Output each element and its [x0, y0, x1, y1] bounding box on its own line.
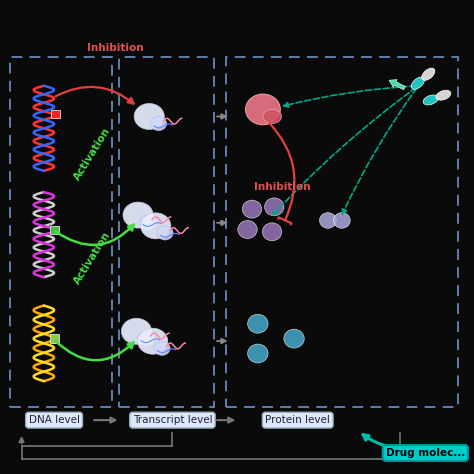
- Text: Transcript level: Transcript level: [133, 415, 212, 425]
- Ellipse shape: [262, 223, 282, 241]
- Ellipse shape: [238, 220, 257, 238]
- Ellipse shape: [137, 331, 154, 346]
- Ellipse shape: [154, 341, 170, 356]
- Ellipse shape: [319, 213, 337, 228]
- Ellipse shape: [411, 77, 424, 89]
- Text: DNA level: DNA level: [28, 415, 80, 425]
- Ellipse shape: [264, 198, 284, 216]
- Ellipse shape: [150, 117, 167, 131]
- Text: Inhibition: Inhibition: [254, 182, 310, 192]
- Ellipse shape: [263, 109, 282, 124]
- Bar: [50, 226, 59, 234]
- Text: Activation: Activation: [73, 230, 113, 286]
- Ellipse shape: [436, 90, 451, 100]
- Ellipse shape: [139, 215, 155, 229]
- Ellipse shape: [284, 329, 304, 348]
- Ellipse shape: [247, 344, 268, 363]
- Ellipse shape: [333, 213, 350, 228]
- Ellipse shape: [157, 226, 173, 240]
- Ellipse shape: [422, 68, 435, 81]
- Bar: [50, 334, 59, 343]
- Ellipse shape: [242, 200, 262, 218]
- Ellipse shape: [137, 328, 168, 354]
- Text: Protein level: Protein level: [265, 415, 330, 425]
- Bar: [51, 110, 60, 118]
- Ellipse shape: [134, 103, 164, 129]
- Text: Inhibition: Inhibition: [87, 43, 143, 53]
- Ellipse shape: [423, 95, 438, 105]
- Ellipse shape: [141, 213, 171, 239]
- Ellipse shape: [123, 202, 153, 228]
- Text: Drug molec...: Drug molec...: [386, 448, 465, 458]
- FancyArrow shape: [389, 80, 405, 90]
- Ellipse shape: [121, 318, 152, 344]
- Ellipse shape: [247, 314, 268, 333]
- Ellipse shape: [246, 94, 280, 125]
- Text: Activation: Activation: [73, 126, 113, 182]
